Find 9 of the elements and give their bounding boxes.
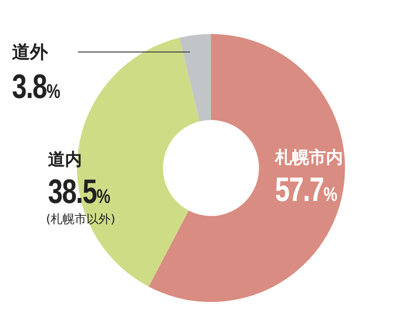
text: (札幌市以外) [46,212,116,226]
data-label: 57.7% [275,170,338,209]
slice-label: 道内 [48,150,82,170]
donut-slice [179,34,211,122]
slice-label: 札幌市内 [274,148,343,168]
slice-label: 道外 [12,42,49,63]
donut-slice [148,34,345,302]
data-label: 38.5% [48,172,110,211]
data-label: 3.8% [12,68,60,106]
